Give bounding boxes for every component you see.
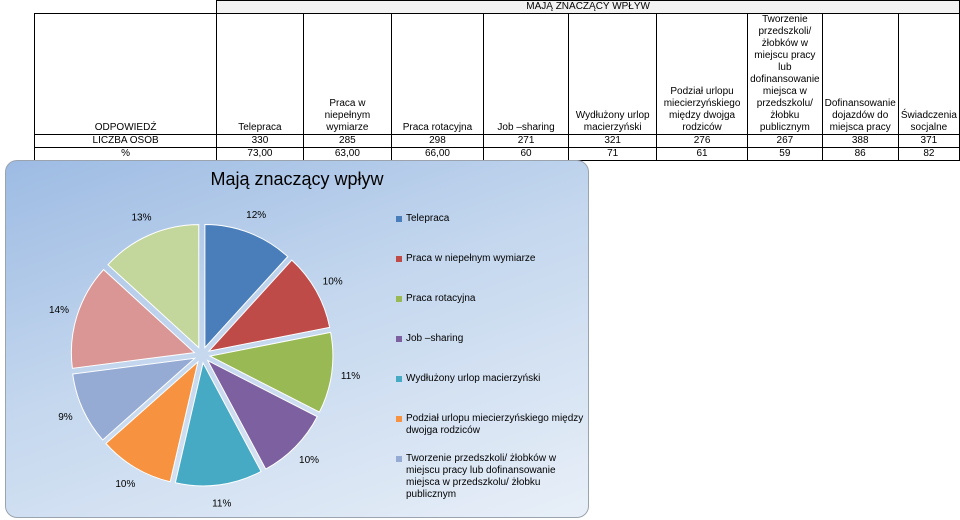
slice-percent-label: 12% [246,210,266,221]
header-social-benefits: Świadczenia socjalne [897,13,960,135]
table-cell: 71 [568,147,657,161]
legend-swatch [396,336,402,342]
table-cell: 388 [821,134,899,148]
chart-title: Mają znaczący wpływ [210,169,384,189]
table-cell: 63,00 [302,147,393,161]
header-split-leave: Podział urlopu miecierzyńskiego między d… [655,13,749,135]
pie-slice [72,357,197,441]
legend-swatch [396,416,402,422]
header-part-time: Praca w niepełnym wymiarze [302,13,393,135]
pie-chart: Mają znaczący wpływ 12% 10% 11% 10% 11% 10% 9%… [5,160,589,518]
legend-item: Tworzenie przedszkoli/ żłobków w miejscu… [396,453,584,501]
header-rotation: Praca rotacyjna [391,13,484,135]
slice-percent-label: 11% [212,499,231,510]
pie-slice [207,259,331,352]
table-row: % 73,00 63,00 66,00 60 71 61 59 86 82 [33,147,960,161]
slice-percent-label: 10% [115,479,135,490]
row-label: LICZBA OSÓB [33,134,218,148]
pie-svg: 12% 10% 11% 10% 11% 10% 9% 14% 13% [49,210,360,510]
header-commute: Dofinansowanie dojazdów do miejsca pracy [821,13,899,135]
legend-label: Telepraca [406,213,450,224]
table-corner-blank [35,1,217,14]
table-cell: 276 [655,134,749,148]
table-cell: 61 [655,147,749,161]
legend-label: Tworzenie przedszkoli/ żłobków w miejscu… [406,453,557,500]
table-cell: 371 [897,134,960,148]
legend-label: Podział urlopu miecierzyńskiego między d… [406,413,584,436]
legend-item: Praca rotacyjna [396,293,584,305]
table-cell: 86 [821,147,899,161]
slice-percent-label: 10% [323,276,343,287]
slice-percent-label: 9% [58,412,73,423]
header-answer: ODPOWIEDŹ [33,13,218,135]
pie-slice [174,361,262,487]
table-cell: 82 [897,147,960,161]
legend-item: Praca w niepełnym wymiarze [396,253,584,265]
legend-item: Telepraca [396,213,584,225]
table-cell: 285 [302,134,393,148]
header-job-sharing: Job –sharing [482,13,570,135]
slice-percent-label: 14% [49,305,69,316]
table-row: LICZBA OSÓB 330 285 298 271 321 276 267 … [33,134,960,148]
slice-percent-label: 10% [299,455,319,466]
legend-swatch [396,376,402,382]
table-header-row: ODPOWIEDŹ Telepraca Praca w niepełnym wy… [33,13,960,135]
table-cell: 330 [216,134,304,148]
table-cell: 298 [391,134,484,148]
legend-label: Wydłużony urlop macierzyński [406,373,541,384]
legend-item: Wydłużony urlop macierzyński [396,373,584,385]
legend-swatch [396,456,402,462]
table-cell: 267 [747,134,823,148]
table-cell: 321 [568,134,657,148]
table-cell: 271 [482,134,570,148]
slice-percent-label: 11% [341,371,360,382]
legend-swatch [396,256,402,262]
pie-slice [70,268,196,369]
table-cell: 66,00 [391,147,484,161]
pie-slice [105,360,199,483]
legend-label: Job –sharing [406,333,464,344]
pie-slice [107,224,200,349]
table-cell: 59 [747,147,823,161]
table-cell: 60 [482,147,570,161]
legend-item: Podział urlopu miecierzyńskiego między d… [396,413,584,437]
data-table: MAJĄ ZNACZĄCY WPŁYW ODPOWIEDŹ Telepraca … [33,0,960,161]
legend-swatch [396,296,402,302]
legend-swatch [396,216,402,222]
row-label: % [33,147,218,161]
legend-label: Praca rotacyjna [406,293,476,304]
header-extended-leave: Wydłużony urlop macierzyński [568,13,657,135]
legend-item: Job –sharing [396,333,584,345]
pie-slice [206,359,318,470]
legend-label: Praca w niepełnym wymiarze [406,253,536,264]
slice-percent-label: 13% [131,213,151,224]
table-super-header: MAJĄ ZNACZĄCY WPŁYW [216,0,960,14]
pie-slice [208,331,334,413]
table-cell: 73,00 [216,147,304,161]
header-telepraca: Telepraca [216,13,304,135]
pie-slice [204,224,289,349]
header-kindergartens: Tworzenie przedszkoli/ żłobków w miejscu… [747,13,823,135]
